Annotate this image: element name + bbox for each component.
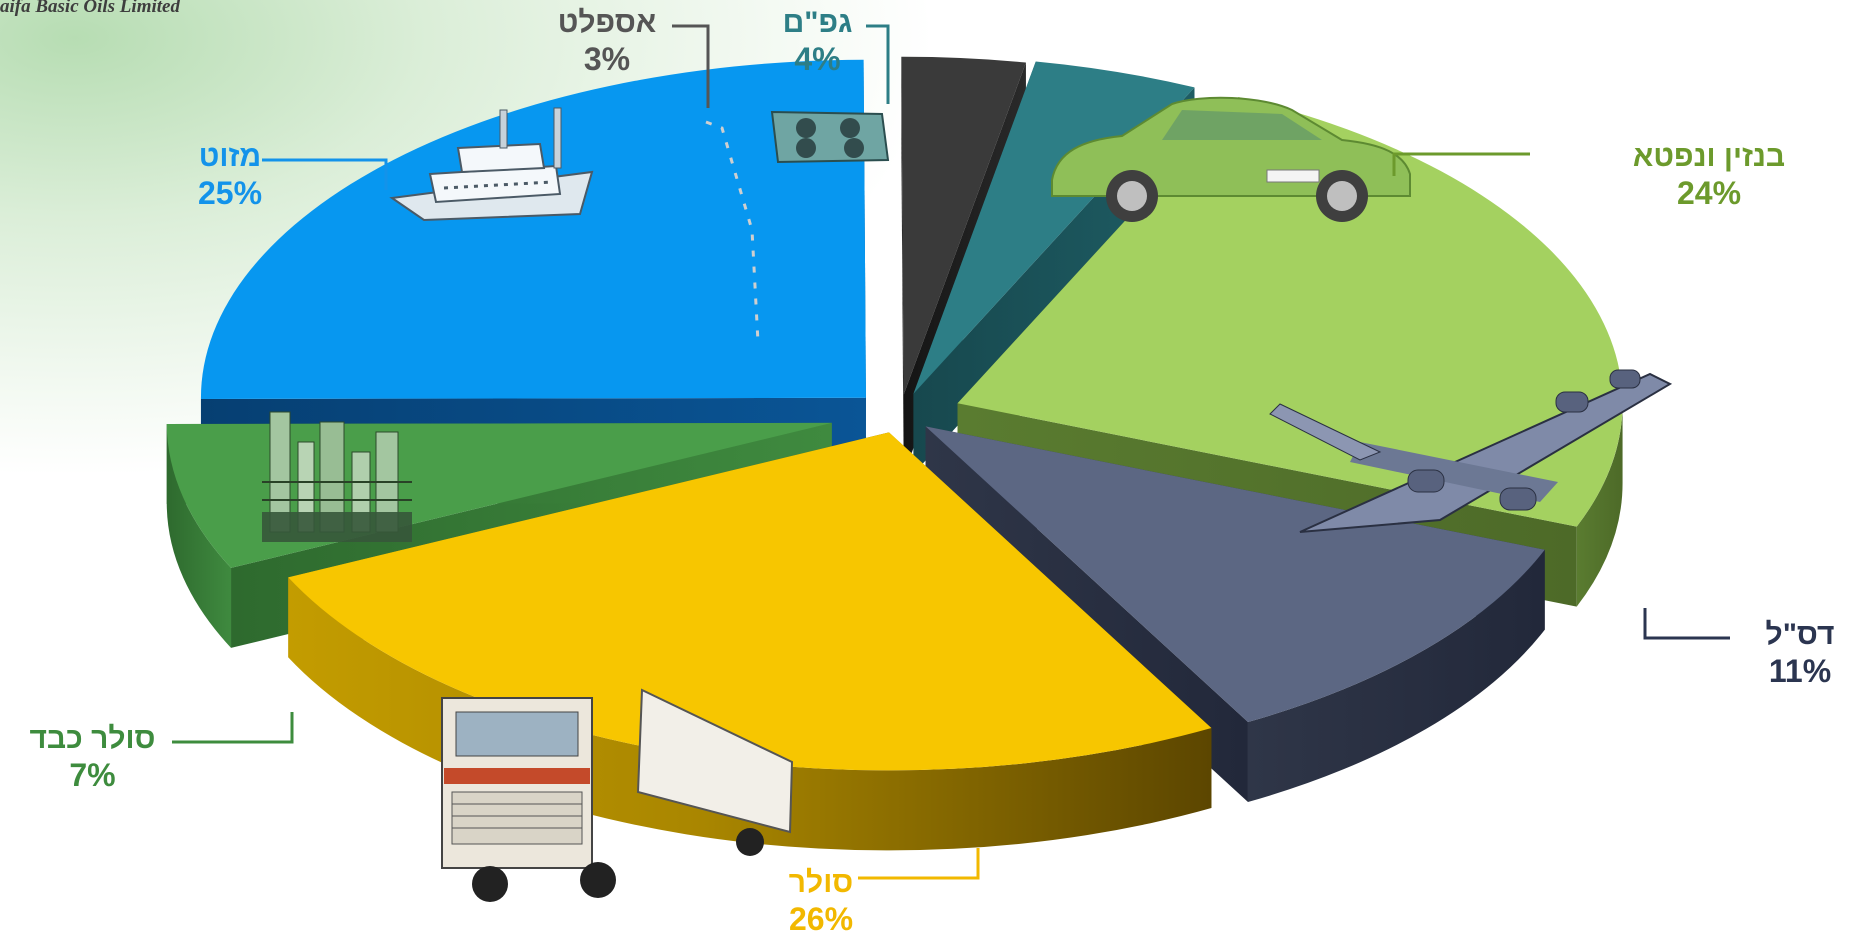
- pie-slice-top-diesel: [288, 432, 1212, 771]
- slice-name-lpg: גפ"ם: [782, 6, 853, 39]
- pie-slice-top-jet-fuel: [925, 426, 1545, 723]
- pie-slice-wall: [901, 56, 904, 475]
- label-jet-fuel: דס"ל 11%: [1745, 618, 1855, 689]
- label-heavy-diesel: סולר כבד 7%: [0, 722, 185, 793]
- refinery-icon: [262, 411, 412, 542]
- pie-slice-top-gasoline-naphtha: [957, 96, 1623, 527]
- slice-pct-asphalt: 3%: [583, 40, 631, 77]
- pie-slice-top-asphalt: [901, 56, 1026, 395]
- pie-slice-fuel-oil: [200, 59, 866, 479]
- ship-icon: [389, 107, 594, 222]
- pie-slice-rim: [1576, 403, 1623, 607]
- pie-slice-rim: [1247, 549, 1545, 803]
- leader-line-lpg: [866, 24, 890, 104]
- label-lpg: גפ"ם 4%: [760, 6, 875, 77]
- label-fuel-oil: מזוט 25%: [165, 140, 295, 211]
- slice-name-heavy-diesel: סולר כבד: [29, 722, 156, 755]
- truck-icon: [441, 688, 794, 902]
- road-icon: [705, 120, 760, 343]
- pie-slice-top-fuel-oil: [200, 59, 866, 399]
- label-diesel: סולר 26%: [736, 866, 906, 937]
- label-asphalt: אספלט 3%: [532, 6, 682, 77]
- label-gasoline-naphtha: בנזין ונפטא 24%: [1559, 140, 1859, 211]
- pie-slice-rim: [166, 424, 232, 648]
- slice-pct-diesel: 26%: [788, 900, 854, 937]
- leader-line-heavy-diesel: [172, 712, 294, 744]
- slice-name-asphalt: אספלט: [557, 6, 657, 39]
- slice-pct-lpg: 4%: [794, 40, 841, 77]
- leader-line-gasoline-naphtha: [1392, 152, 1530, 176]
- slice-pct-fuel-oil: 25%: [197, 174, 263, 211]
- gas-stove-icon: [770, 110, 890, 164]
- leader-line-jet-fuel: [1643, 608, 1730, 640]
- leader-line-asphalt: [672, 24, 710, 108]
- leader-line-diesel: [858, 848, 980, 880]
- slice-name-gasoline-naphtha: בנזין ונפטא: [1632, 140, 1786, 173]
- slice-pct-jet-fuel: 11%: [1768, 652, 1832, 689]
- car-icon: [1051, 96, 1411, 222]
- slice-name-jet-fuel: דס"ל: [1765, 618, 1835, 651]
- slice-name-fuel-oil: מזוט: [198, 140, 262, 173]
- slice-pct-gasoline-naphtha: 24%: [1676, 174, 1742, 211]
- slice-name-diesel: סולר: [788, 866, 854, 899]
- leader-line-fuel-oil: [262, 158, 388, 190]
- airplane-icon: [1269, 369, 1673, 533]
- slice-pct-heavy-diesel: 7%: [69, 756, 116, 793]
- company-name: aifa Basic Oils Limited: [0, 0, 180, 17]
